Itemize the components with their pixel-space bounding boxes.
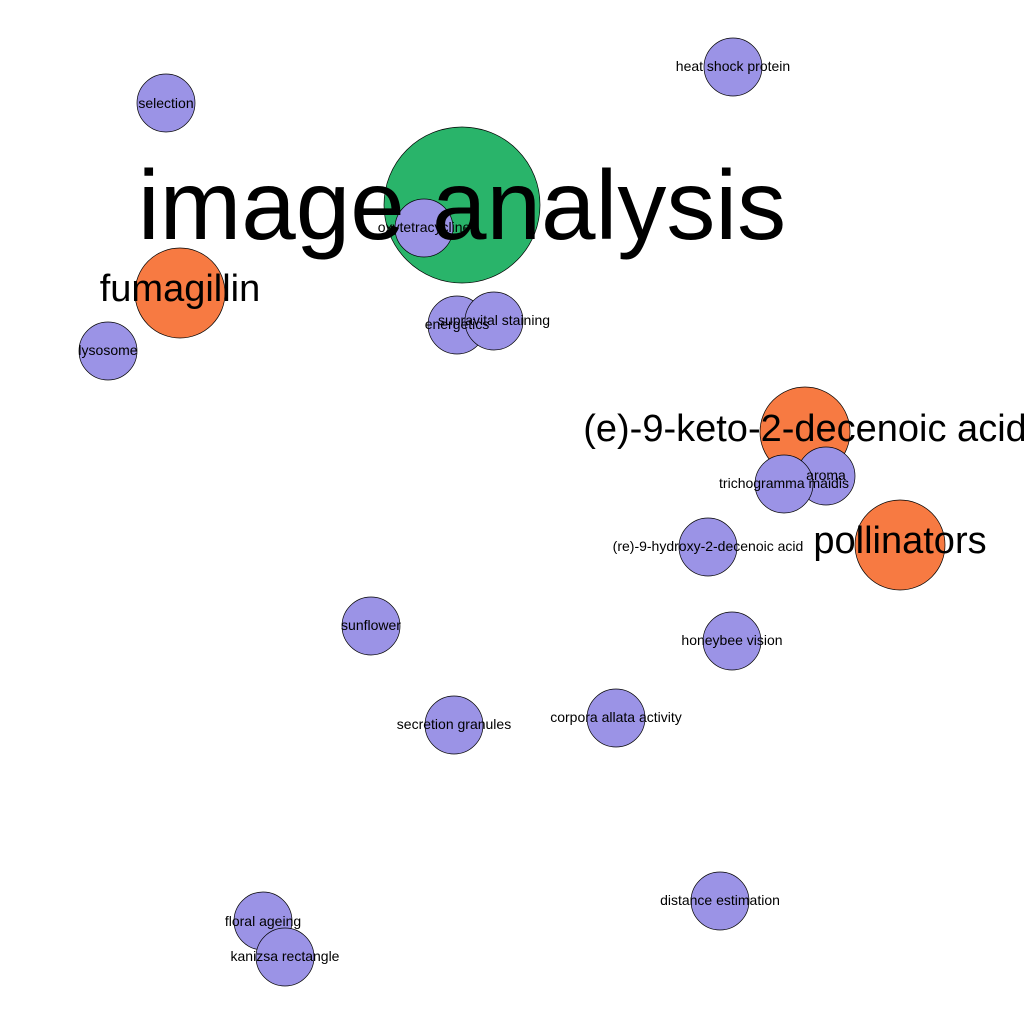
node-circle-pollinators <box>854 499 946 591</box>
node-circle-heat-shock-protein <box>703 37 763 97</box>
node-label-kanizsa-rectangle: kanizsa rectangle <box>231 948 340 964</box>
node-circle-trichogramma-maidis <box>754 454 814 514</box>
node-label-trichogramma-maidis: trichogramma maidis <box>719 475 849 491</box>
node-label-floral-ageing: floral ageing <box>225 913 301 929</box>
node-label-image-analysis: image analysis <box>138 150 786 260</box>
node-label-secretion-granules: secretion granules <box>397 716 511 732</box>
node-label-honeybee-vision: honeybee vision <box>681 632 782 648</box>
node-label-pollinators: pollinators <box>813 520 986 562</box>
node-label-fumagillin: fumagillin <box>100 268 261 310</box>
node-circle-re-9-hydroxy-2-decenoic-acid <box>678 517 738 577</box>
node-label-re-9-hydroxy-2-decenoic-acid: (re)-9-hydroxy-2-decenoic acid <box>613 538 804 554</box>
node-circle-distance-estimation <box>690 871 750 931</box>
node-circle-honeybee-vision <box>702 611 762 671</box>
node-label-oxytetracycline: oxytetracycline <box>378 219 471 235</box>
node-circle-kanizsa-rectangle <box>255 927 315 987</box>
node-label-corpora-allata-activity: corpora allata activity <box>550 709 682 725</box>
node-circle-sunflower <box>341 596 401 656</box>
node-circle-supravital-staining <box>464 291 524 351</box>
node-labels: selection heat shock protein image analysi… <box>78 58 1024 964</box>
node-circle-selection <box>136 73 196 133</box>
node-circle-fumagillin <box>134 247 226 339</box>
node-label-selection: selection <box>138 95 193 111</box>
node-label-heat-shock-protein: heat shock protein <box>676 58 790 74</box>
node-label-supravital-staining: supravital staining <box>438 312 550 328</box>
node-label-e-9-keto-2-decenoic-acid: (e)-9-keto-2-decenoic acid <box>583 408 1024 450</box>
node-circle-secretion-granules <box>424 695 484 755</box>
node-circles <box>78 37 946 987</box>
node-label-distance-estimation: distance estimation <box>660 892 780 908</box>
node-circle-lysosome <box>78 321 138 381</box>
node-circle-oxytetracycline <box>394 198 454 258</box>
node-circle-corpora-allata-activity <box>586 688 646 748</box>
node-label-lysosome: lysosome <box>78 342 137 358</box>
node-label-sunflower: sunflower <box>341 617 401 633</box>
node-label-energetics: energetics <box>425 316 490 332</box>
node-label-aroma: aroma <box>806 467 846 483</box>
